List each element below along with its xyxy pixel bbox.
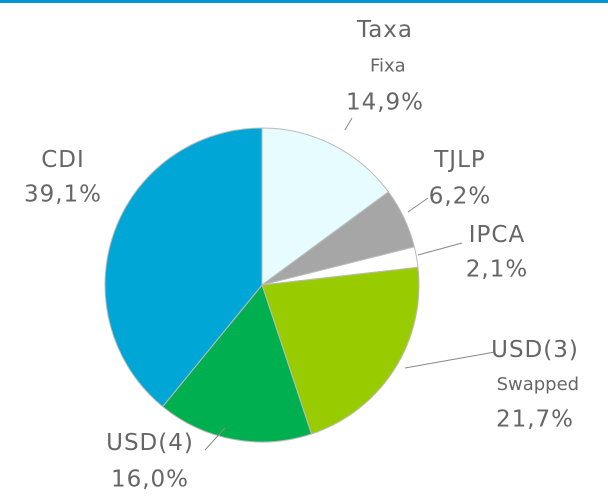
category-label: USD(3) Swapped bbox=[491, 337, 579, 396]
category-label: Taxa Fixa bbox=[356, 17, 413, 77]
pie-slice bbox=[261, 127, 390, 286]
leader-line bbox=[417, 242, 463, 256]
label-line: IPCA bbox=[469, 222, 525, 248]
leader-line bbox=[344, 117, 353, 131]
leader-line bbox=[404, 351, 496, 369]
value-label: 21,7% bbox=[496, 407, 574, 433]
value-label: 6,2% bbox=[429, 184, 491, 210]
value-label: 2,1% bbox=[466, 257, 528, 283]
label-line: Swapped bbox=[491, 374, 579, 395]
label-line: Fixa bbox=[364, 56, 405, 77]
label-line: USD(4) bbox=[106, 430, 194, 456]
top-bar bbox=[0, 0, 608, 3]
label-line: CDI bbox=[41, 147, 85, 173]
value-label: 16,0% bbox=[111, 467, 189, 493]
category-label: IPCA bbox=[469, 222, 525, 248]
category-label: USD(4) bbox=[106, 430, 194, 456]
category-label: CDI bbox=[41, 147, 85, 173]
category-label: TJLP bbox=[433, 147, 486, 173]
value-label: 39,1% bbox=[24, 182, 102, 208]
pie-slice bbox=[104, 127, 263, 408]
leader-line bbox=[407, 197, 429, 213]
pie-slice bbox=[261, 266, 420, 435]
label-line: TJLP bbox=[433, 147, 486, 173]
leader-line bbox=[204, 427, 226, 451]
label-line: USD(3) bbox=[491, 337, 579, 363]
label-line: Taxa bbox=[356, 17, 413, 43]
pie-slice bbox=[161, 283, 313, 443]
value-label: 14,9% bbox=[346, 90, 424, 116]
